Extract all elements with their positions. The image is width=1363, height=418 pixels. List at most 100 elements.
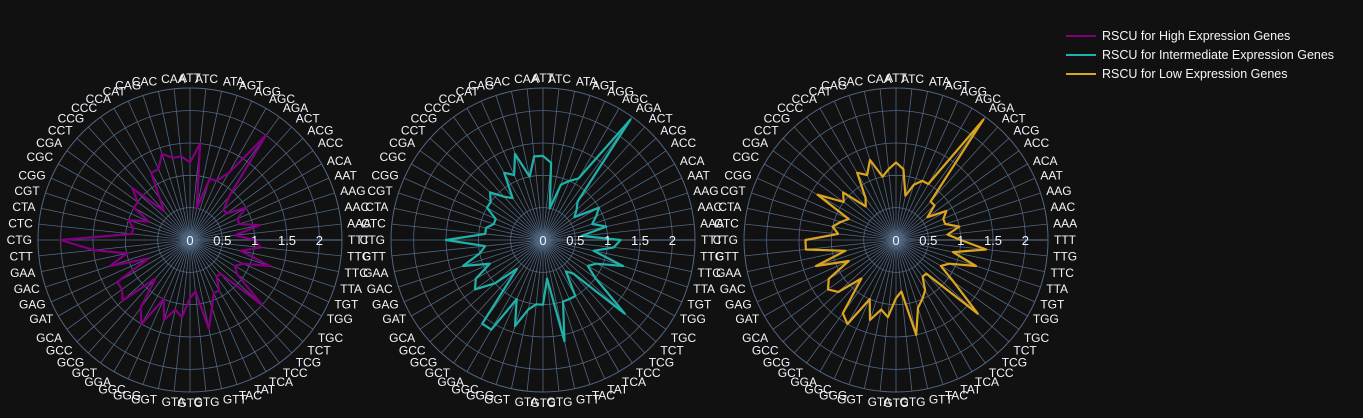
angular-tick-label: AAT <box>687 169 710 183</box>
angular-tick-label: TCC <box>283 366 308 380</box>
angular-tick-label: AAA <box>347 216 371 230</box>
angular-grid-line <box>542 239 692 272</box>
radial-tick-label: 0 <box>892 233 899 248</box>
angular-grid-line <box>806 239 897 364</box>
angular-tick-label: TCC <box>989 366 1014 380</box>
angular-grid-line <box>158 239 191 389</box>
angular-tick-label: TTC <box>345 266 369 280</box>
angular-grid-line <box>542 239 620 372</box>
legend-swatch-low <box>1066 72 1096 75</box>
angular-grid-line <box>895 223 1048 241</box>
angular-grid-line <box>429 137 544 241</box>
angular-tick-label: CGT <box>14 184 40 198</box>
angular-tick-label: CAT <box>456 85 480 99</box>
angular-tick-label: CGC <box>379 150 406 164</box>
angular-tick-label: TTA <box>340 282 362 296</box>
angular-tick-label: AAG <box>340 184 365 198</box>
angular-tick-label: CAT <box>809 85 833 99</box>
angular-tick-label: GTG <box>547 395 573 409</box>
angular-grid-line <box>895 239 986 364</box>
angular-tick-label: AGA <box>283 101 308 115</box>
angular-grid-line <box>66 150 191 241</box>
angular-grid-line <box>495 95 544 241</box>
angular-tick-label: CTA <box>12 200 35 214</box>
angular-tick-label: AAT <box>334 169 357 183</box>
angular-tick-label: AAC <box>345 200 370 214</box>
angular-grid-line <box>394 208 544 241</box>
angular-tick-label: CTC <box>8 216 33 230</box>
angular-tick-label: ATT <box>179 71 201 85</box>
angular-tick-label: GAT <box>735 312 759 326</box>
angular-grid-line <box>50 239 191 303</box>
angular-tick-label: CTG <box>360 233 385 247</box>
angular-tick-label: ACG <box>660 123 686 137</box>
angular-tick-label: TTC <box>1051 266 1075 280</box>
angular-tick-label: GCA <box>389 331 415 345</box>
angular-tick-label: GTT <box>929 393 954 407</box>
angular-grid-line <box>411 163 544 241</box>
legend-item-intermediate[interactable]: RSCU for Intermediate Expression Genes <box>1066 45 1334 64</box>
angular-tick-label: TCA <box>622 375 646 389</box>
angular-tick-label: GGT <box>131 393 158 407</box>
angular-grid-line <box>895 239 999 354</box>
angular-grid-line <box>189 137 304 241</box>
angular-grid-line <box>453 116 544 241</box>
angular-grid-line <box>394 239 544 272</box>
angular-grid-line <box>895 108 973 241</box>
angular-tick-label: ATC <box>195 72 218 86</box>
angular-tick-label: AGA <box>989 101 1014 115</box>
angular-tick-label: TGG <box>327 312 353 326</box>
radial-tick-label: 1.5 <box>984 233 1002 248</box>
angular-grid-line <box>895 239 1041 288</box>
angular-grid-line <box>833 100 897 241</box>
angular-grid-line <box>819 239 897 372</box>
angular-grid-line <box>542 100 606 241</box>
angular-tick-label: GTA <box>515 395 539 409</box>
angular-grid-line <box>895 192 1041 241</box>
angular-grid-line <box>419 239 544 330</box>
angular-grid-line <box>895 116 986 241</box>
angular-grid-line <box>895 239 1045 272</box>
angular-tick-label: CTT <box>363 250 387 264</box>
angular-tick-label: GCT <box>72 366 98 380</box>
angular-grid-line <box>429 239 544 343</box>
angular-tick-label: CGC <box>26 150 53 164</box>
radial-tick-label: 1 <box>957 233 964 248</box>
angular-grid-line <box>895 208 1045 241</box>
angular-grid-line <box>895 239 1048 257</box>
angular-grid-line <box>542 208 692 241</box>
angular-tick-label: AGT <box>945 79 970 93</box>
angular-tick-label: TGT <box>334 297 359 311</box>
angular-tick-label: ACC <box>1024 136 1050 150</box>
angular-tick-label: GTT <box>223 393 248 407</box>
angular-tick-label: GCT <box>425 366 451 380</box>
angular-grid-line <box>895 150 1020 241</box>
angular-grid-line <box>87 126 191 241</box>
angular-tick-label: GTT <box>576 393 601 407</box>
angular-tick-label: GCT <box>778 366 804 380</box>
angular-tick-label: GCC <box>752 344 779 358</box>
angular-grid-line <box>189 150 314 241</box>
angular-tick-label: ATA <box>929 74 951 88</box>
legend-item-low[interactable]: RSCU for Low Expression Genes <box>1066 64 1334 83</box>
angular-grid-line <box>764 163 897 241</box>
angular-grid-line <box>189 239 330 303</box>
angular-grid-line <box>895 91 928 241</box>
angular-tick-label: TTG <box>347 250 371 264</box>
angular-tick-label: CAA <box>514 72 539 86</box>
angular-tick-label: CAA <box>867 72 892 86</box>
angular-tick-label: TCG <box>1002 355 1027 369</box>
angular-tick-label: GTG <box>194 395 220 409</box>
angular-grid-line <box>864 91 897 241</box>
angular-grid-line <box>542 177 683 241</box>
angular-grid-line <box>38 239 191 257</box>
angular-tick-label: GTA <box>868 395 892 409</box>
angular-grid-line <box>189 239 342 257</box>
angular-grid-line <box>848 239 897 385</box>
legend-item-high[interactable]: RSCU for High Expression Genes <box>1066 26 1334 45</box>
angular-tick-label: GAC <box>14 282 40 296</box>
angular-tick-label: GGC <box>451 382 479 396</box>
angular-tick-label: CCC <box>424 101 450 115</box>
angular-grid-line <box>895 100 959 241</box>
